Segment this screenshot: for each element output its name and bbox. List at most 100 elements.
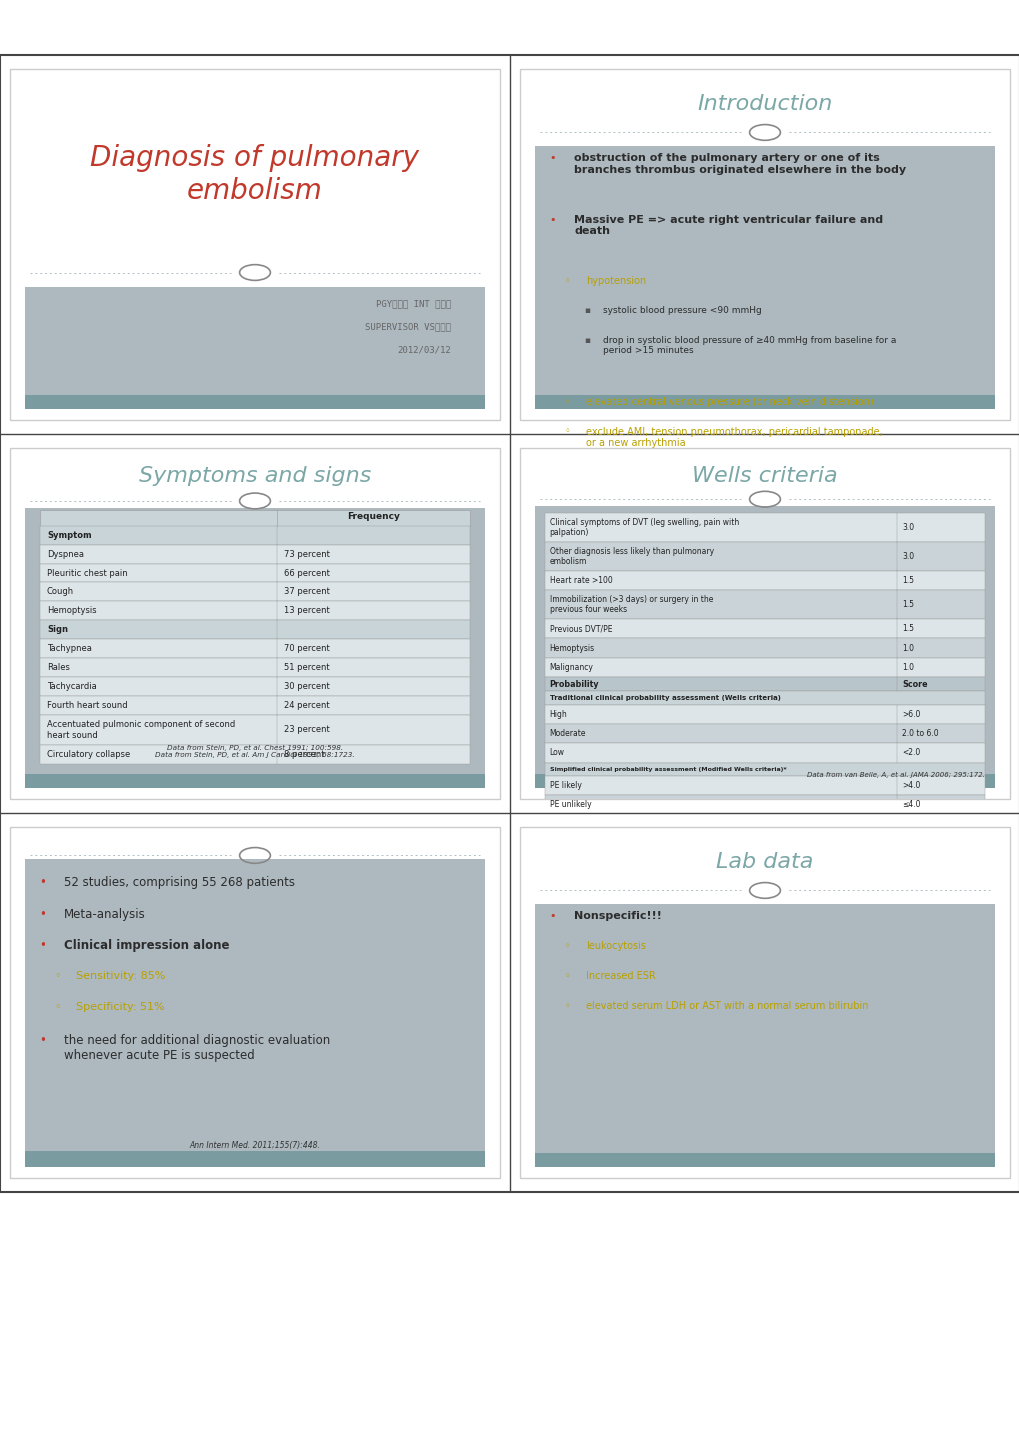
Text: •: • xyxy=(549,153,555,163)
Text: ◦: ◦ xyxy=(564,1001,570,1011)
FancyBboxPatch shape xyxy=(24,508,485,789)
FancyBboxPatch shape xyxy=(544,571,984,590)
Text: the need for additional diagnostic evaluation
whenever acute PE is suspected: the need for additional diagnostic evalu… xyxy=(64,1034,330,1061)
Text: Rales: Rales xyxy=(47,663,69,672)
Text: Malignancy: Malignancy xyxy=(549,663,593,672)
Text: >4.0: >4.0 xyxy=(901,782,919,790)
Text: Wells criteria: Wells criteria xyxy=(692,466,837,486)
Text: ≤4.0: ≤4.0 xyxy=(901,800,920,809)
Text: Other diagnosis less likely than pulmonary
embolism: Other diagnosis less likely than pulmona… xyxy=(549,547,713,567)
FancyBboxPatch shape xyxy=(544,590,984,619)
Text: Clinical symptoms of DVT (leg swelling, pain with
palpation): Clinical symptoms of DVT (leg swelling, … xyxy=(549,518,738,538)
Text: •: • xyxy=(549,215,555,225)
FancyBboxPatch shape xyxy=(534,1154,995,1167)
FancyBboxPatch shape xyxy=(544,724,984,743)
Text: •: • xyxy=(40,940,47,953)
Text: Increased ESR: Increased ESR xyxy=(586,970,655,981)
FancyBboxPatch shape xyxy=(544,691,984,705)
Text: Tachypnea: Tachypnea xyxy=(47,645,92,653)
Text: •: • xyxy=(40,908,47,921)
FancyBboxPatch shape xyxy=(40,639,470,658)
Text: 30 percent: 30 percent xyxy=(283,682,329,691)
Text: Moderate: Moderate xyxy=(549,730,586,738)
FancyBboxPatch shape xyxy=(544,776,984,796)
FancyBboxPatch shape xyxy=(544,542,984,571)
Text: Heart rate >100: Heart rate >100 xyxy=(549,577,611,585)
Text: hypotension: hypotension xyxy=(586,275,646,286)
FancyBboxPatch shape xyxy=(24,774,485,789)
Text: •: • xyxy=(549,911,555,921)
Text: 1.5: 1.5 xyxy=(901,600,913,609)
Text: Lab data: Lab data xyxy=(715,852,813,872)
Text: Low: Low xyxy=(549,748,565,757)
Text: PE likely: PE likely xyxy=(549,782,581,790)
Text: SUPERVISOR VS吴柏衡: SUPERVISOR VS吴柏衡 xyxy=(365,323,450,332)
FancyBboxPatch shape xyxy=(24,1151,485,1167)
Text: Massive PE => acute right ventricular failure and
death: Massive PE => acute right ventricular fa… xyxy=(574,215,882,236)
Text: Sign: Sign xyxy=(47,626,68,634)
Text: 24 percent: 24 percent xyxy=(283,701,329,709)
Text: ▪: ▪ xyxy=(583,336,589,345)
Text: Dyspnea: Dyspnea xyxy=(47,549,84,558)
FancyBboxPatch shape xyxy=(40,564,470,583)
FancyBboxPatch shape xyxy=(544,513,984,542)
Text: >6.0: >6.0 xyxy=(901,709,919,720)
Text: elevated central venous pressure (or neck vein distension): elevated central venous pressure (or nec… xyxy=(586,397,873,407)
FancyBboxPatch shape xyxy=(544,639,984,658)
Text: 1.5: 1.5 xyxy=(901,577,913,585)
Text: Nonspecific!!!: Nonspecific!!! xyxy=(574,911,661,921)
Text: Ann Intern Med. 2011;155(7):448.: Ann Intern Med. 2011;155(7):448. xyxy=(190,1141,320,1149)
Text: leukocytosis: leukocytosis xyxy=(586,942,646,952)
Text: 2.0 to 6.0: 2.0 to 6.0 xyxy=(901,730,937,738)
Text: systolic blood pressure <90 mmHg: systolic blood pressure <90 mmHg xyxy=(603,306,761,314)
Text: Sensitivity: 85%: Sensitivity: 85% xyxy=(76,970,165,981)
Text: ◦: ◦ xyxy=(564,427,570,437)
FancyBboxPatch shape xyxy=(24,395,485,410)
Text: 13 percent: 13 percent xyxy=(283,606,329,616)
Text: Pleuritic chest pain: Pleuritic chest pain xyxy=(47,568,127,578)
Text: Clinical impression alone: Clinical impression alone xyxy=(64,940,229,953)
Text: High: High xyxy=(549,709,567,720)
FancyBboxPatch shape xyxy=(544,763,984,776)
Text: Meta-analysis: Meta-analysis xyxy=(64,908,146,921)
Text: PE unlikely: PE unlikely xyxy=(549,800,591,809)
FancyBboxPatch shape xyxy=(534,147,995,410)
FancyBboxPatch shape xyxy=(10,828,499,1178)
Text: Symptoms and signs: Symptoms and signs xyxy=(139,466,371,486)
FancyBboxPatch shape xyxy=(40,658,470,678)
FancyBboxPatch shape xyxy=(520,828,1009,1178)
Text: Frequency: Frequency xyxy=(346,512,399,522)
Text: elevated serum LDH or AST with a normal serum bilirubin: elevated serum LDH or AST with a normal … xyxy=(586,1001,868,1011)
Text: exclude AMI, tension pneumothorax, pericardial tamponade,
or a new arrhythmia: exclude AMI, tension pneumothorax, peric… xyxy=(586,427,882,448)
Text: Hemoptysis: Hemoptysis xyxy=(47,606,97,616)
Text: ◦: ◦ xyxy=(564,970,570,981)
Text: 1.0: 1.0 xyxy=(901,643,913,653)
FancyBboxPatch shape xyxy=(544,676,984,691)
Text: Simplified clinical probability assessment (Modified Wells criteria)*: Simplified clinical probability assessme… xyxy=(549,767,786,771)
Text: <2.0: <2.0 xyxy=(901,748,919,757)
FancyBboxPatch shape xyxy=(544,619,984,639)
FancyBboxPatch shape xyxy=(40,545,470,564)
FancyBboxPatch shape xyxy=(40,583,470,601)
Text: ◦: ◦ xyxy=(54,970,61,981)
FancyBboxPatch shape xyxy=(40,620,470,639)
FancyBboxPatch shape xyxy=(10,448,499,799)
FancyBboxPatch shape xyxy=(520,448,1009,799)
Text: Previous DVT/PE: Previous DVT/PE xyxy=(549,624,611,633)
Text: 51 percent: 51 percent xyxy=(283,663,329,672)
FancyBboxPatch shape xyxy=(520,69,1009,420)
FancyBboxPatch shape xyxy=(534,904,995,1167)
Text: 3.0: 3.0 xyxy=(901,523,913,532)
Text: Score: Score xyxy=(901,679,927,689)
Text: Introduction: Introduction xyxy=(697,94,832,114)
FancyBboxPatch shape xyxy=(544,743,984,763)
Text: 1.0: 1.0 xyxy=(901,663,913,672)
Text: 52 studies, comprising 55 268 patients: 52 studies, comprising 55 268 patients xyxy=(64,877,294,890)
FancyBboxPatch shape xyxy=(10,69,499,420)
Text: Probability: Probability xyxy=(549,679,598,689)
Text: Symptom: Symptom xyxy=(47,531,92,539)
FancyBboxPatch shape xyxy=(544,705,984,724)
FancyBboxPatch shape xyxy=(534,774,995,789)
Text: ◦: ◦ xyxy=(564,942,570,952)
Text: Traditional clinical probability assessment (Wells criteria): Traditional clinical probability assessm… xyxy=(549,695,780,701)
